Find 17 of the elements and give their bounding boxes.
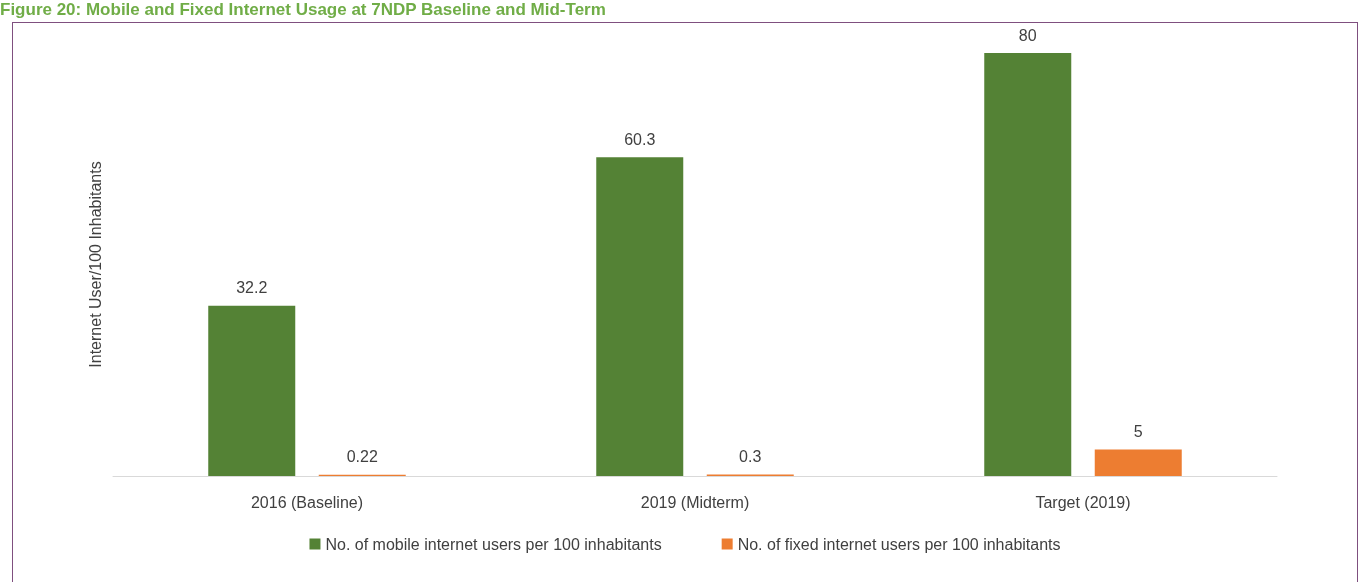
- bar: [984, 53, 1072, 476]
- data-label: 5: [1133, 423, 1143, 441]
- bar: [596, 157, 684, 476]
- data-label: 80: [1018, 26, 1037, 44]
- data-label: 60.3: [624, 130, 656, 148]
- y-axis-title: Internet User/100 Inhabitants: [86, 161, 104, 368]
- data-label: 0.22: [346, 448, 378, 466]
- bar: [208, 305, 296, 476]
- legend-label: No. of mobile internet users per 100 inhabitants: [325, 535, 662, 553]
- bar: [1094, 449, 1182, 476]
- data-label: 0.3: [739, 447, 762, 465]
- x-tick-label: 2019 (Midterm): [640, 493, 750, 511]
- legend-label: No. of fixed internet users per 100 inhabitants: [737, 535, 1061, 553]
- chart-title: Figure 20: Mobile and Fixed Internet Usage at 7NDP Baseline and Mid-Term: [0, 0, 606, 21]
- x-tick-label: 2016 (Baseline): [250, 493, 364, 511]
- x-tick-label: Target (2019): [1035, 493, 1131, 511]
- data-label: 32.2: [236, 279, 268, 297]
